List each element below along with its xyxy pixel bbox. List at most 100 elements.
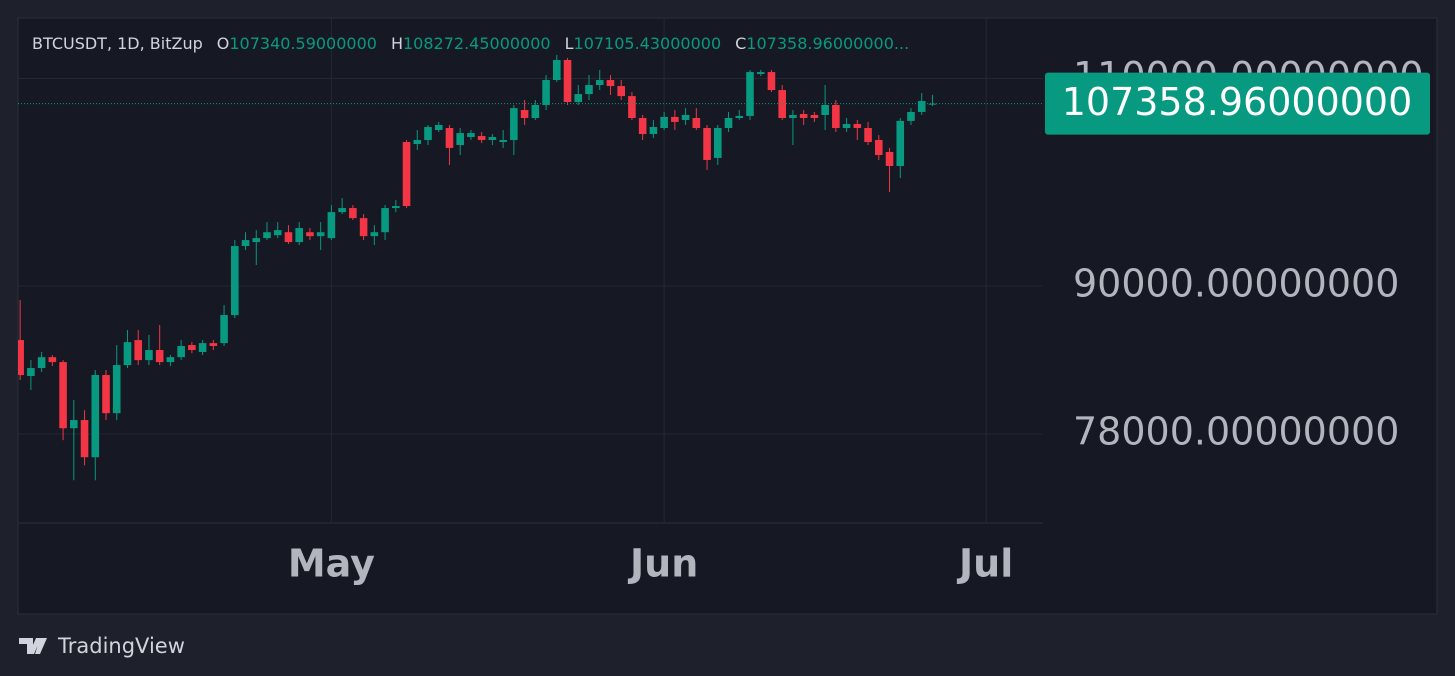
ohlc-prefix: O bbox=[216, 34, 230, 53]
candle-body bbox=[724, 118, 733, 129]
candle-body bbox=[80, 420, 89, 458]
candle-body bbox=[907, 111, 915, 121]
candle-body bbox=[617, 86, 625, 97]
candle-body bbox=[306, 232, 314, 237]
legend-header: BTCUSDT, 1D, BitZup O 107340.59000000 H 108… bbox=[32, 34, 921, 53]
candle-body bbox=[413, 140, 422, 145]
candle-body bbox=[585, 85, 593, 95]
candle-body bbox=[520, 110, 529, 119]
candle-body bbox=[713, 128, 722, 158]
brand: TradingView bbox=[57, 634, 185, 658]
candle-body bbox=[477, 136, 486, 141]
symbol: BTCUSDT, 1D, BitZup bbox=[32, 34, 203, 53]
y-tick-label: 78000.00000000 bbox=[1073, 410, 1399, 454]
candle-body bbox=[327, 212, 336, 239]
candle-body bbox=[628, 96, 636, 119]
candle-body bbox=[252, 238, 261, 243]
candle-body bbox=[198, 343, 207, 352]
ohlc-value: 107358.96000000... bbox=[746, 34, 910, 53]
candle-body bbox=[338, 208, 346, 213]
candle-body bbox=[510, 108, 518, 141]
candle-body bbox=[359, 218, 368, 237]
candle-body bbox=[392, 206, 400, 209]
candle-body bbox=[499, 140, 507, 143]
candle-body bbox=[638, 118, 647, 135]
ohlc-value: 107105.43000000 bbox=[573, 34, 722, 53]
candle-body bbox=[316, 232, 325, 237]
candle-body bbox=[767, 72, 776, 91]
candle-body bbox=[27, 368, 35, 377]
candle-body bbox=[295, 228, 304, 243]
candle-body bbox=[91, 375, 100, 458]
candle-body bbox=[799, 114, 808, 119]
ohlc-prefix: L bbox=[564, 34, 574, 53]
candle-body bbox=[810, 114, 819, 119]
candle-body bbox=[188, 345, 196, 351]
candle-body bbox=[424, 127, 432, 141]
ohlc-value: 107340.59000000 bbox=[229, 34, 377, 53]
candle-body bbox=[467, 133, 475, 138]
candle-body bbox=[166, 357, 175, 363]
candle-body bbox=[574, 94, 583, 103]
candle-body bbox=[37, 357, 46, 369]
candle-body bbox=[563, 59, 572, 103]
x-tick-label: Jun bbox=[627, 542, 698, 586]
candle-body bbox=[746, 72, 754, 116]
candle-body bbox=[102, 375, 110, 414]
candle-body bbox=[735, 115, 744, 119]
candle-body bbox=[853, 123, 862, 129]
y-tick-label: 90000.00000000 bbox=[1073, 262, 1399, 306]
candle-body bbox=[273, 230, 282, 236]
ohlc-prefix: C bbox=[735, 34, 747, 53]
candle-body bbox=[445, 128, 454, 148]
candle-body bbox=[917, 100, 926, 112]
candle-body bbox=[70, 420, 78, 429]
candle-body bbox=[606, 80, 615, 87]
candle-body bbox=[874, 140, 883, 155]
candle-body bbox=[231, 246, 239, 316]
last-price-label: 107358.96000000 bbox=[1062, 80, 1413, 124]
candle-body bbox=[756, 72, 765, 75]
candle-body bbox=[134, 340, 143, 361]
candle-body bbox=[552, 59, 561, 81]
candle-body bbox=[692, 118, 701, 129]
candle-body bbox=[241, 240, 250, 247]
candle-body bbox=[896, 120, 905, 166]
candle-body bbox=[456, 133, 464, 146]
candle-body bbox=[531, 104, 540, 119]
candle-body bbox=[402, 142, 411, 207]
candle-body bbox=[263, 232, 271, 239]
candle-body bbox=[434, 124, 443, 130]
logo: TradingView bbox=[19, 634, 185, 658]
candle-body bbox=[778, 90, 786, 119]
candle-body bbox=[842, 123, 851, 129]
x-tick-label: Jul bbox=[956, 542, 1013, 586]
candle-body bbox=[112, 365, 121, 414]
candle-body bbox=[885, 151, 894, 166]
candle-body bbox=[789, 114, 797, 119]
candle-body bbox=[220, 315, 228, 344]
candle-body bbox=[18, 340, 24, 376]
candle-body bbox=[349, 208, 357, 219]
ohlc-prefix: H bbox=[390, 34, 403, 53]
candle-body bbox=[595, 80, 604, 86]
candle-body bbox=[649, 127, 658, 135]
candle-body bbox=[209, 343, 218, 347]
x-tick-label: May bbox=[288, 542, 375, 586]
candle-body bbox=[145, 350, 153, 361]
candle-body bbox=[155, 350, 164, 363]
candle-body bbox=[542, 80, 550, 105]
last-price-tag bbox=[1045, 72, 1430, 135]
candle-body bbox=[488, 137, 497, 141]
candle-body bbox=[703, 128, 711, 160]
candle-body bbox=[48, 357, 57, 363]
candle-body bbox=[864, 128, 872, 143]
candle-body bbox=[123, 342, 132, 366]
candle-body bbox=[681, 114, 690, 120]
logo-icon bbox=[19, 638, 47, 654]
candle-body bbox=[660, 116, 668, 129]
candle-body bbox=[177, 346, 185, 358]
candle-body bbox=[59, 362, 67, 429]
